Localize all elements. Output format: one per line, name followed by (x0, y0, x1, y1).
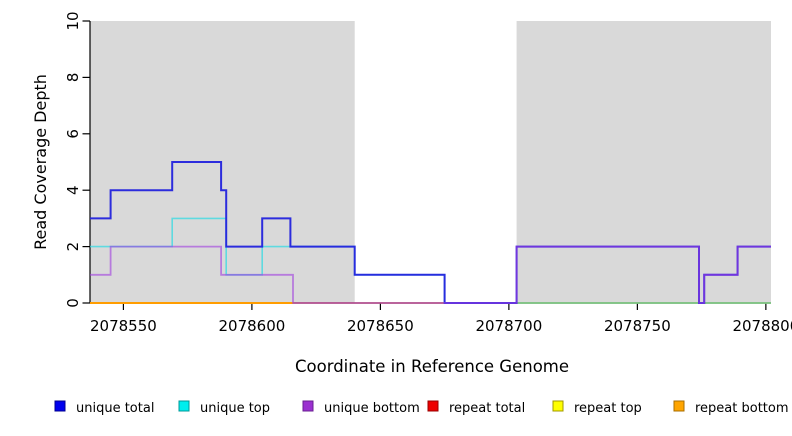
series-lines (90, 161, 771, 304)
legend: unique total unique top unique bottom repea… (54, 400, 789, 416)
y-tick-label: 8 (64, 73, 82, 83)
legend-swatch-unique-top (178, 400, 190, 412)
x-tick-label: 2078750 (604, 317, 671, 335)
x-tick-label: 2078600 (218, 317, 285, 335)
x-axis-title: Coordinate in Reference Genome (295, 357, 569, 376)
y-axis-title: Read Coverage Depth (31, 74, 50, 250)
x-tick-label: 2078800 (732, 317, 792, 335)
shaded-region-1 (516, 21, 771, 303)
axes: 0 2 4 6 8 10 2078550 2078600 2078650 2078700 20787… (64, 11, 792, 335)
shaded-region-0 (90, 21, 355, 303)
series-unique-bottom-line (90, 245, 771, 304)
x-tick-label: 2078700 (475, 317, 542, 335)
x-tick-label: 2078550 (90, 317, 157, 335)
legend-label-repeat-top: repeat top (574, 401, 642, 416)
legend-label-unique-bottom: unique bottom (324, 401, 420, 416)
y-tick-label: 6 (64, 129, 82, 139)
shaded-regions (90, 21, 771, 303)
legend-label-unique-top: unique top (200, 401, 270, 416)
legend-label-repeat-bottom: repeat bottom (695, 401, 789, 416)
legend-swatch-unique-bottom (302, 400, 314, 412)
legend-swatch-repeat-top (552, 400, 564, 412)
legend-swatch-unique-total (54, 400, 66, 412)
y-tick-label: 0 (64, 298, 82, 308)
y-tick-label: 2 (64, 242, 82, 252)
y-tick-label: 10 (64, 11, 82, 30)
legend-label-unique-total: unique total (76, 401, 154, 416)
y-tick-label: 4 (64, 185, 82, 195)
x-tick-label: 2078650 (347, 317, 414, 335)
legend-label-repeat-total: repeat total (449, 401, 525, 416)
legend-swatch-repeat-total (427, 400, 439, 412)
legend-swatch-repeat-bottom (673, 400, 685, 412)
